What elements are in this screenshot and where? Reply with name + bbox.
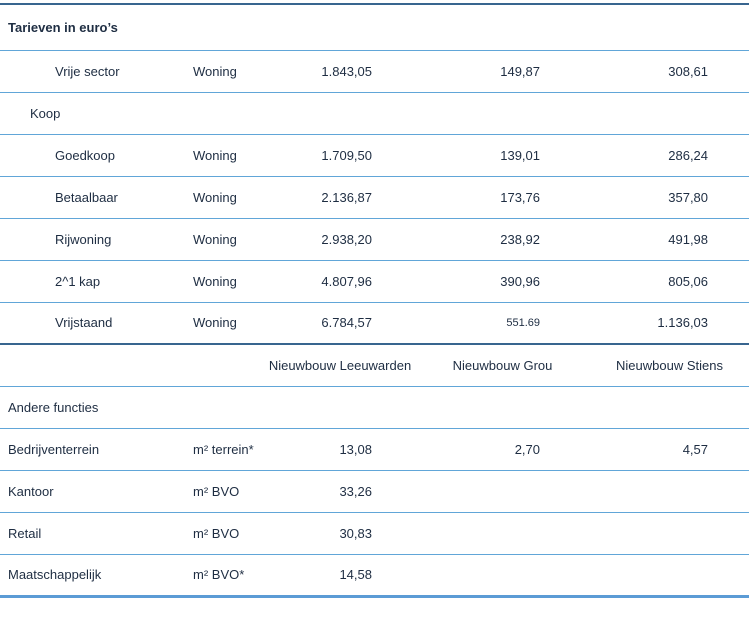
value-stiens <box>590 470 749 512</box>
unit-cell: m² BVO <box>193 525 240 541</box>
section-title: Tarieven in euro’s <box>8 19 118 35</box>
value-leeuwarden: 30,83 <box>339 525 372 541</box>
table-row: 2^1 kap Woning 4.807,96 390,96 805,06 <box>0 260 749 302</box>
table-row: Vrije sector Woning 1.843,05 149,87 308,… <box>0 50 749 92</box>
row-label: Retail <box>8 525 42 541</box>
unit-cell: Woning <box>193 63 237 79</box>
value-grou: 139,01 <box>500 147 540 163</box>
empty-cell <box>180 344 265 386</box>
unit-cell: m² BVO <box>193 483 240 499</box>
value-stiens: 1.136,03 <box>657 315 709 331</box>
column-header-grou: Nieuwbouw Grou <box>452 357 553 373</box>
value-stiens <box>590 554 749 596</box>
row-label: Kantoor <box>8 483 54 499</box>
value-leeuwarden: 1.843,05 <box>321 63 372 79</box>
row-label: Maatschappelijk <box>8 567 102 582</box>
value-leeuwarden: 14,58 <box>339 567 372 582</box>
table-row: Bedrijventerrein m² terrein* 13,08 2,70 … <box>0 428 749 470</box>
table-row: Kantoor m² BVO 33,26 <box>0 470 749 512</box>
value-stiens: 286,24 <box>668 147 709 163</box>
row-label: Betaalbaar <box>55 189 118 205</box>
unit-cell: m² terrein* <box>193 441 254 457</box>
table-row: Maatschappelijk m² BVO* 14,58 <box>0 554 749 596</box>
column-header-stiens: Nieuwbouw Stiens <box>616 357 723 373</box>
unit-cell: Woning <box>193 147 237 163</box>
value-leeuwarden: 4.807,96 <box>321 273 372 289</box>
value-grou: 2,70 <box>514 441 540 457</box>
table-row: Tarieven in euro’s <box>0 4 749 50</box>
value-leeuwarden: 33,26 <box>339 483 372 499</box>
tariff-table: Tarieven in euro’s Vrije sector Woning 1… <box>0 3 749 598</box>
value-leeuwarden: 1.709,50 <box>321 147 372 163</box>
value-grou: 551.69 <box>506 316 540 329</box>
value-leeuwarden: 6.784,57 <box>321 315 372 331</box>
table-row: Vrijstaand Woning 6.784,57 551.69 1.136,… <box>0 302 749 344</box>
table-row: Retail m² BVO 30,83 <box>0 512 749 554</box>
unit-cell: m² BVO* <box>193 567 245 582</box>
value-grou <box>415 512 590 554</box>
value-leeuwarden: 2.136,87 <box>321 189 372 205</box>
value-grou <box>415 554 590 596</box>
value-grou: 238,92 <box>500 231 540 247</box>
row-label: Bedrijventerrein <box>8 441 100 457</box>
table-row: Rijwoning Woning 2.938,20 238,92 491,98 <box>0 218 749 260</box>
value-stiens: 308,61 <box>668 63 709 79</box>
row-label: 2^1 kap <box>55 273 101 289</box>
row-label: Vrijstaand <box>55 315 113 331</box>
unit-cell: Woning <box>193 315 237 331</box>
value-stiens: 357,80 <box>668 189 709 205</box>
subsection-title: Koop <box>30 105 61 121</box>
unit-cell: Woning <box>193 189 237 205</box>
table-row: Betaalbaar Woning 2.136,87 173,76 357,80 <box>0 176 749 218</box>
table-row: Koop <box>0 92 749 134</box>
row-label: Rijwoning <box>55 231 112 247</box>
unit-cell: Woning <box>193 231 237 247</box>
table-row: Andere functies <box>0 386 749 428</box>
unit-cell: Woning <box>193 273 237 289</box>
value-grou: 173,76 <box>500 189 540 205</box>
value-stiens: 491,98 <box>668 231 709 247</box>
value-leeuwarden: 13,08 <box>339 441 372 457</box>
value-stiens <box>590 512 749 554</box>
value-stiens: 805,06 <box>668 273 709 289</box>
value-stiens: 4,57 <box>682 441 709 457</box>
value-leeuwarden: 2.938,20 <box>321 231 372 247</box>
section-title: Andere functies <box>8 399 99 415</box>
column-header-row: Nieuwbouw Leeuwarden Nieuwbouw Grou Nieu… <box>0 344 749 386</box>
empty-cell <box>0 344 180 386</box>
value-grou: 149,87 <box>500 63 540 79</box>
table-row: Goedkoop Woning 1.709,50 139,01 286,24 <box>0 134 749 176</box>
column-header-leeuwarden: Nieuwbouw Leeuwarden <box>268 357 412 373</box>
row-label: Goedkoop <box>55 147 115 163</box>
value-grou <box>415 470 590 512</box>
value-grou: 390,96 <box>500 273 540 289</box>
row-label: Vrije sector <box>55 63 120 79</box>
